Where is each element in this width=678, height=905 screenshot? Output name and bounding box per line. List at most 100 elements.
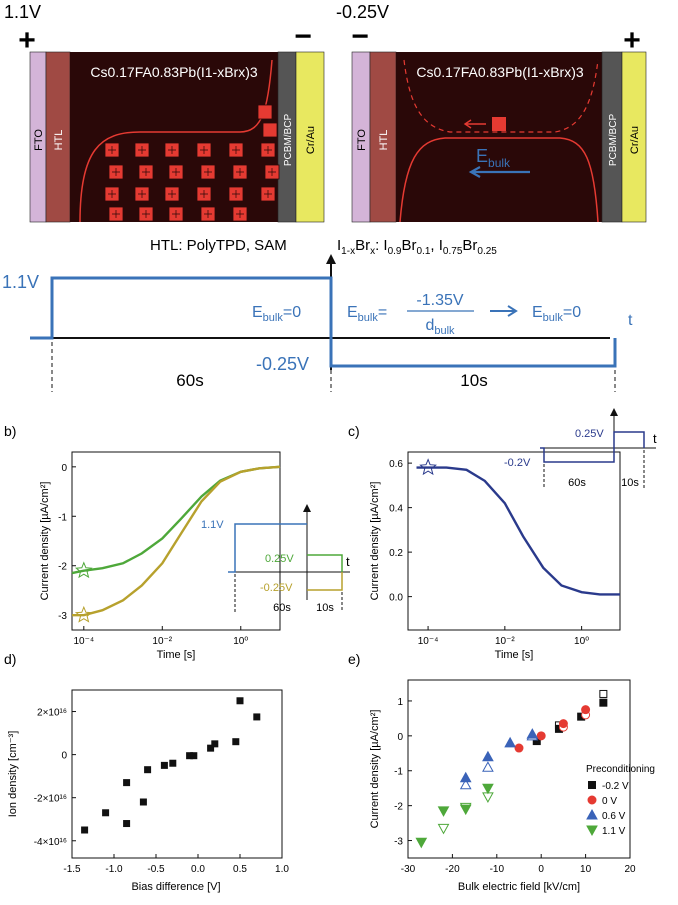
ion-plus-mark	[168, 146, 176, 154]
ion-plus-mark	[268, 168, 276, 176]
panel-d-xtick-label: -1.0	[105, 864, 123, 875]
panel-e-point	[415, 837, 428, 849]
ion-plus-mark	[168, 190, 176, 198]
panel-b-ytick-label: -2	[58, 562, 67, 573]
panel-b-xtick-label: 10⁻²	[152, 636, 172, 647]
timeline-axis-arrow-up	[326, 254, 336, 264]
panel-d-point	[81, 826, 89, 834]
panel-c-series-line	[416, 466, 620, 596]
panel-e-point-open	[482, 761, 494, 772]
panel-b-chart: 10⁻⁴ 10⁻² 10⁰ 0 -1 -2 -3 Time [s] Current dens…	[39, 451, 350, 661]
right-ion-square	[492, 117, 506, 131]
panel-c-xtick-label: 10⁻⁴	[418, 636, 439, 647]
panel-c-inset-t: t	[653, 431, 657, 446]
ion-square	[257, 104, 273, 120]
left-au-layer	[295, 51, 325, 223]
panel-b-star-marker	[74, 605, 93, 623]
panel-d-points	[81, 697, 261, 834]
panel-e-xlabel: Bulk electric field [kV/cm]	[458, 881, 580, 893]
timeline-ebulk-zero-1: Ebulk=0	[252, 304, 301, 324]
panel-d-point	[169, 759, 177, 767]
right-minus-sign: −	[351, 20, 369, 53]
panel-b-inset-t: t	[346, 554, 350, 569]
panel-e-point	[482, 783, 494, 795]
panel-b-xtick-label: 10⁰	[233, 636, 248, 647]
timeline-formula-denominator: dbulk	[425, 317, 455, 337]
panel-e-xtick-label: 0	[538, 864, 544, 875]
ion-plus-mark	[236, 168, 244, 176]
right-potential-curve	[399, 137, 599, 223]
panel-c-xlabel: Time [s]	[495, 649, 534, 661]
right-etl-label: PCBM/BCP	[608, 114, 619, 167]
panel-c-ticks: 10⁻⁴ 10⁻² 10⁰ 0.6 0.4 0.2 0.0	[389, 459, 589, 647]
timeline-duration-2: 10s	[460, 371, 487, 390]
panel-e-point	[536, 731, 546, 741]
right-potential-curve-dashed	[403, 59, 599, 133]
panel-b-label: b)	[4, 423, 16, 439]
panel-e-label: e)	[348, 651, 360, 667]
panel-d-xlabel: Bias difference [V]	[131, 881, 220, 893]
panel-e-point	[558, 719, 568, 729]
panel-d-label: d)	[4, 651, 16, 667]
panel-e-ytick-label: 1	[397, 697, 403, 708]
left-htl-label: HTL	[53, 130, 65, 151]
panel-d-point	[232, 738, 240, 746]
panel-c-ytick-label: 0.2	[389, 548, 403, 559]
panel-c-chart: 10⁻⁴ 10⁻² 10⁰ 0.6 0.4 0.2 0.0 Time [s] Current…	[369, 408, 657, 661]
panel-d-ticks: -1.5 -1.0 -0.5 0.0 0.5 1.0 2×10¹⁶ 0 -2×10¹⁶ -4×10…	[34, 708, 290, 875]
panel-c-inset-arrow	[610, 408, 618, 416]
panel-d-point	[139, 798, 147, 806]
right-au-layer	[621, 51, 647, 223]
panel-d-point	[186, 752, 194, 760]
left-au-label: Cr/Au	[305, 126, 317, 154]
timeline-ebulk-formula: Ebulk=	[347, 304, 387, 324]
left-etl-label: PCBM/BCP	[283, 114, 294, 167]
panel-b-ytick-label: 0	[61, 463, 67, 474]
panel-e-legend-label: 0.6 V	[602, 811, 626, 822]
panel-e-frame	[407, 679, 631, 859]
panel-b-ytick-label: -3	[58, 611, 67, 622]
panel-c-star-marker	[419, 458, 437, 476]
panel-e-legend-marker	[588, 781, 596, 789]
panel-b-inset-v1: 1.1V	[201, 519, 224, 531]
panel-b-inset-trace-green	[307, 554, 343, 572]
ion-plus-mark	[142, 168, 150, 176]
ion-plus-mark	[142, 210, 150, 218]
panel-b-xtick-label: 10⁻⁴	[73, 636, 94, 647]
panel-e-point	[504, 736, 516, 748]
ion-plus-mark	[204, 210, 212, 218]
panel-e-point	[459, 771, 472, 783]
panel-e-xtick-label: 10	[580, 864, 592, 875]
panel-d-xtick-label: -1.5	[63, 864, 81, 875]
panel-d-point	[236, 697, 244, 705]
panel-e-ylabel: Current density [µA/cm²]	[369, 710, 381, 829]
right-htl-label: HTL	[378, 130, 390, 151]
ion-plus-mark	[172, 168, 180, 176]
panel-b-inset: 1.1V 0.25V -0.25V t 60s 10s	[201, 504, 350, 614]
panel-e-legend: Preconditioning -0.2 V 0 V 0.6 V 1.1 V	[586, 764, 655, 837]
panel-b-frame	[71, 451, 281, 631]
panel-e-legend-marker	[586, 825, 598, 837]
panel-d-point	[207, 744, 215, 752]
panel-e-ytick-label: -3	[394, 837, 403, 848]
panel-e-point	[514, 743, 524, 753]
ion-plus-mark	[138, 190, 146, 198]
panel-b-inset-arrow	[303, 504, 311, 512]
panel-b-series	[71, 465, 281, 623]
panel-c-inset-d2: 10s	[621, 477, 639, 489]
right-voltage: -0.25V	[336, 2, 389, 22]
ion-plus-mark	[112, 168, 120, 176]
timeline-ebulk-zero-2: Ebulk=0	[532, 304, 581, 324]
caption-htl: HTL: PolyTPD, SAM	[150, 237, 287, 254]
panel-e-point	[599, 698, 608, 707]
panel-d-point	[123, 779, 131, 787]
ion-plus-mark	[108, 190, 116, 198]
right-plus-sign: +	[623, 24, 641, 57]
left-ion-squares	[104, 104, 280, 222]
right-perovskite-layer	[396, 52, 602, 222]
right-fto-label: FTO	[356, 129, 368, 151]
panel-d-point	[102, 809, 110, 817]
panel-d-frame	[71, 689, 283, 859]
